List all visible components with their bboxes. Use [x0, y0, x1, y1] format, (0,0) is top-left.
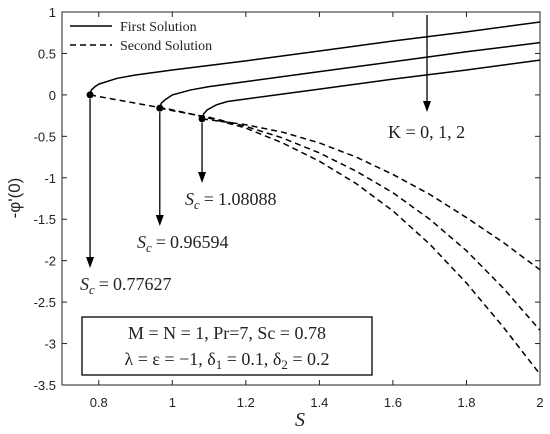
critical-value: 0.96594 — [170, 232, 229, 252]
parameter-subscript: 2 — [281, 357, 288, 372]
critical-subscript: c — [194, 197, 200, 212]
arrow-head — [86, 257, 95, 268]
y-tick-label: -2 — [44, 254, 56, 269]
x-tick-label: 0.8 — [90, 395, 108, 410]
parameter-line: λ = ε = −1, δ1 = 0.1, δ2 = 0.2 — [124, 349, 329, 372]
solution-line — [159, 107, 540, 331]
y-tick-label: -3 — [44, 337, 56, 352]
arrow-head — [155, 215, 164, 226]
parameter-box — [81, 316, 373, 376]
parameter-text: M = N = 1, Pr=7, Sc = 0.78 — [128, 323, 326, 343]
critical-relation: = — [99, 274, 109, 294]
critical-symbol: S — [185, 189, 194, 209]
x-tick-label: 1 — [169, 395, 176, 410]
solution-line — [201, 59, 540, 120]
y-tick-label: -1 — [44, 171, 56, 186]
critical-subscript: c — [89, 282, 95, 297]
critical-symbol: S — [80, 274, 89, 294]
solution-line — [89, 94, 540, 375]
critical-symbol: S — [137, 232, 146, 252]
solution-line — [201, 118, 540, 271]
solution-line — [159, 41, 540, 109]
y-tick-label: -1.5 — [34, 212, 56, 227]
y-tick-label: 1 — [49, 5, 56, 20]
critical-label: Sc = 1.08088 — [185, 189, 276, 212]
parameter-text: = 0.1, δ — [222, 349, 281, 369]
arrow-head — [198, 172, 207, 183]
critical-relation: = — [204, 189, 214, 209]
critical-label: Sc = 0.77627 — [80, 274, 171, 297]
critical-subscript: c — [146, 240, 152, 255]
solution-line — [89, 21, 540, 96]
parameter-line: M = N = 1, Pr=7, Sc = 0.78 — [128, 323, 326, 343]
parameter-text: λ = ε = −1, δ — [124, 349, 215, 369]
parameter-subscript: 1 — [216, 357, 223, 372]
critical-relation: = — [156, 232, 166, 252]
y-tick-label: 0 — [49, 88, 56, 103]
k-annotation: K = 0, 1, 2 — [388, 122, 465, 142]
y-axis-label: -φ'(0) — [5, 178, 24, 219]
y-tick-label: -0.5 — [34, 129, 56, 144]
x-axis-label: S — [295, 409, 305, 431]
x-tick-label: 1.4 — [310, 395, 328, 410]
x-tick-label: 2 — [536, 395, 543, 410]
arrow-head — [423, 101, 431, 112]
y-tick-label: -3.5 — [34, 378, 56, 393]
parameter-text: = 0.2 — [288, 349, 330, 369]
y-tick-label: 0.5 — [38, 46, 56, 61]
x-tick-label: 1.8 — [457, 395, 475, 410]
critical-label: Sc = 0.96594 — [137, 232, 228, 255]
legend-label: First Solution — [120, 20, 197, 35]
y-tick-label: -2.5 — [34, 295, 56, 310]
legend-label: Second Solution — [120, 39, 212, 54]
critical-value: 1.08088 — [218, 189, 277, 209]
critical-value: 0.77627 — [113, 274, 172, 294]
x-tick-label: 1.6 — [384, 395, 402, 410]
x-tick-label: 1.2 — [237, 395, 255, 410]
